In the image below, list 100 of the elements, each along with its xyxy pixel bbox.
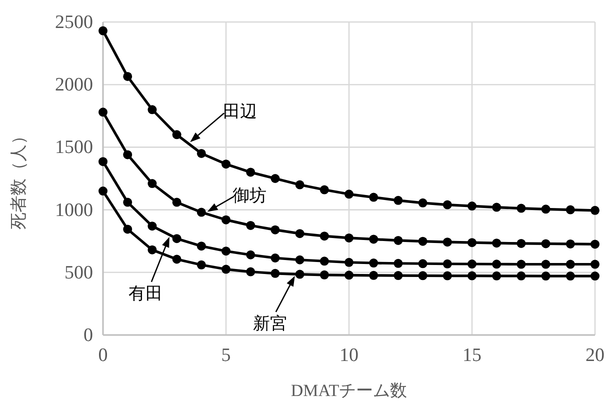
point	[394, 236, 403, 245]
point	[418, 236, 428, 246]
point	[148, 222, 157, 231]
y-tick-label: 0	[84, 325, 93, 346]
point	[295, 180, 304, 190]
point	[590, 272, 600, 281]
point	[320, 232, 329, 241]
x-tick-label: 10	[340, 345, 358, 366]
point	[123, 198, 132, 207]
point	[442, 271, 452, 280]
point	[196, 242, 206, 251]
point	[270, 254, 280, 262]
point	[492, 202, 502, 212]
point	[295, 270, 304, 279]
point	[468, 202, 476, 211]
point	[98, 108, 108, 117]
y-tick-label: 2000	[55, 74, 93, 96]
point	[222, 160, 230, 169]
point	[344, 270, 354, 280]
point	[172, 130, 182, 140]
annotation: 有田	[128, 284, 162, 304]
point	[541, 204, 550, 214]
point	[123, 150, 132, 160]
point	[566, 272, 575, 281]
point	[541, 272, 550, 281]
point	[369, 258, 378, 268]
annotation: 御坊	[232, 186, 266, 206]
point	[196, 260, 206, 270]
annotation: 田辺	[223, 102, 258, 122]
point	[541, 260, 550, 269]
point	[566, 239, 575, 248]
point	[295, 229, 304, 238]
y-tick-label: 500	[64, 262, 93, 284]
x-tick-label: 0	[98, 345, 108, 366]
point	[270, 174, 280, 183]
point	[394, 271, 403, 280]
point	[222, 246, 230, 256]
point	[516, 271, 526, 280]
point	[492, 260, 502, 269]
point	[492, 238, 502, 248]
point	[442, 238, 452, 247]
x-tick-label: 15	[462, 345, 482, 366]
point	[320, 185, 329, 194]
point	[492, 271, 502, 280]
point	[148, 179, 157, 188]
point	[98, 157, 108, 166]
point	[320, 256, 329, 266]
point	[98, 26, 108, 36]
point	[98, 186, 108, 196]
point	[590, 260, 600, 269]
x-tick-label: 20	[586, 345, 604, 366]
point	[468, 260, 476, 269]
point	[222, 215, 230, 224]
point	[344, 190, 354, 199]
x-tick-label: 5	[221, 345, 231, 366]
point	[172, 254, 182, 264]
y-tick-label: 1500	[55, 137, 93, 158]
point	[369, 234, 378, 244]
point	[468, 238, 476, 248]
point	[566, 205, 575, 214]
point	[196, 208, 206, 217]
point	[246, 168, 256, 177]
y-tick-label: 1000	[55, 200, 93, 221]
point	[246, 220, 256, 230]
point	[516, 260, 526, 269]
point	[246, 267, 256, 276]
point	[369, 192, 378, 202]
point	[270, 225, 280, 234]
point	[172, 234, 182, 244]
point	[394, 258, 403, 268]
point	[516, 238, 526, 248]
point	[295, 255, 304, 264]
point	[418, 259, 428, 268]
point	[541, 239, 550, 248]
point	[590, 206, 600, 215]
x-axis-title: DMATチーム数	[290, 381, 408, 400]
point	[320, 270, 329, 280]
point	[442, 200, 452, 210]
point	[418, 271, 428, 280]
point	[148, 105, 157, 114]
point	[566, 260, 575, 269]
point	[123, 72, 132, 81]
point	[196, 148, 206, 158]
point	[369, 270, 378, 280]
point	[123, 224, 132, 234]
point	[590, 240, 600, 249]
point	[344, 233, 354, 242]
point	[418, 198, 428, 208]
point	[516, 204, 526, 213]
point	[172, 198, 182, 207]
y-axis-title: 死者数（人）	[9, 128, 29, 230]
point	[442, 259, 452, 268]
annotation: 新宮	[252, 314, 287, 334]
point	[394, 196, 403, 205]
point	[270, 268, 280, 278]
point	[222, 264, 230, 274]
point	[246, 250, 256, 260]
point	[468, 271, 476, 280]
point	[344, 258, 354, 267]
y-tick-label: 2500	[55, 12, 93, 33]
